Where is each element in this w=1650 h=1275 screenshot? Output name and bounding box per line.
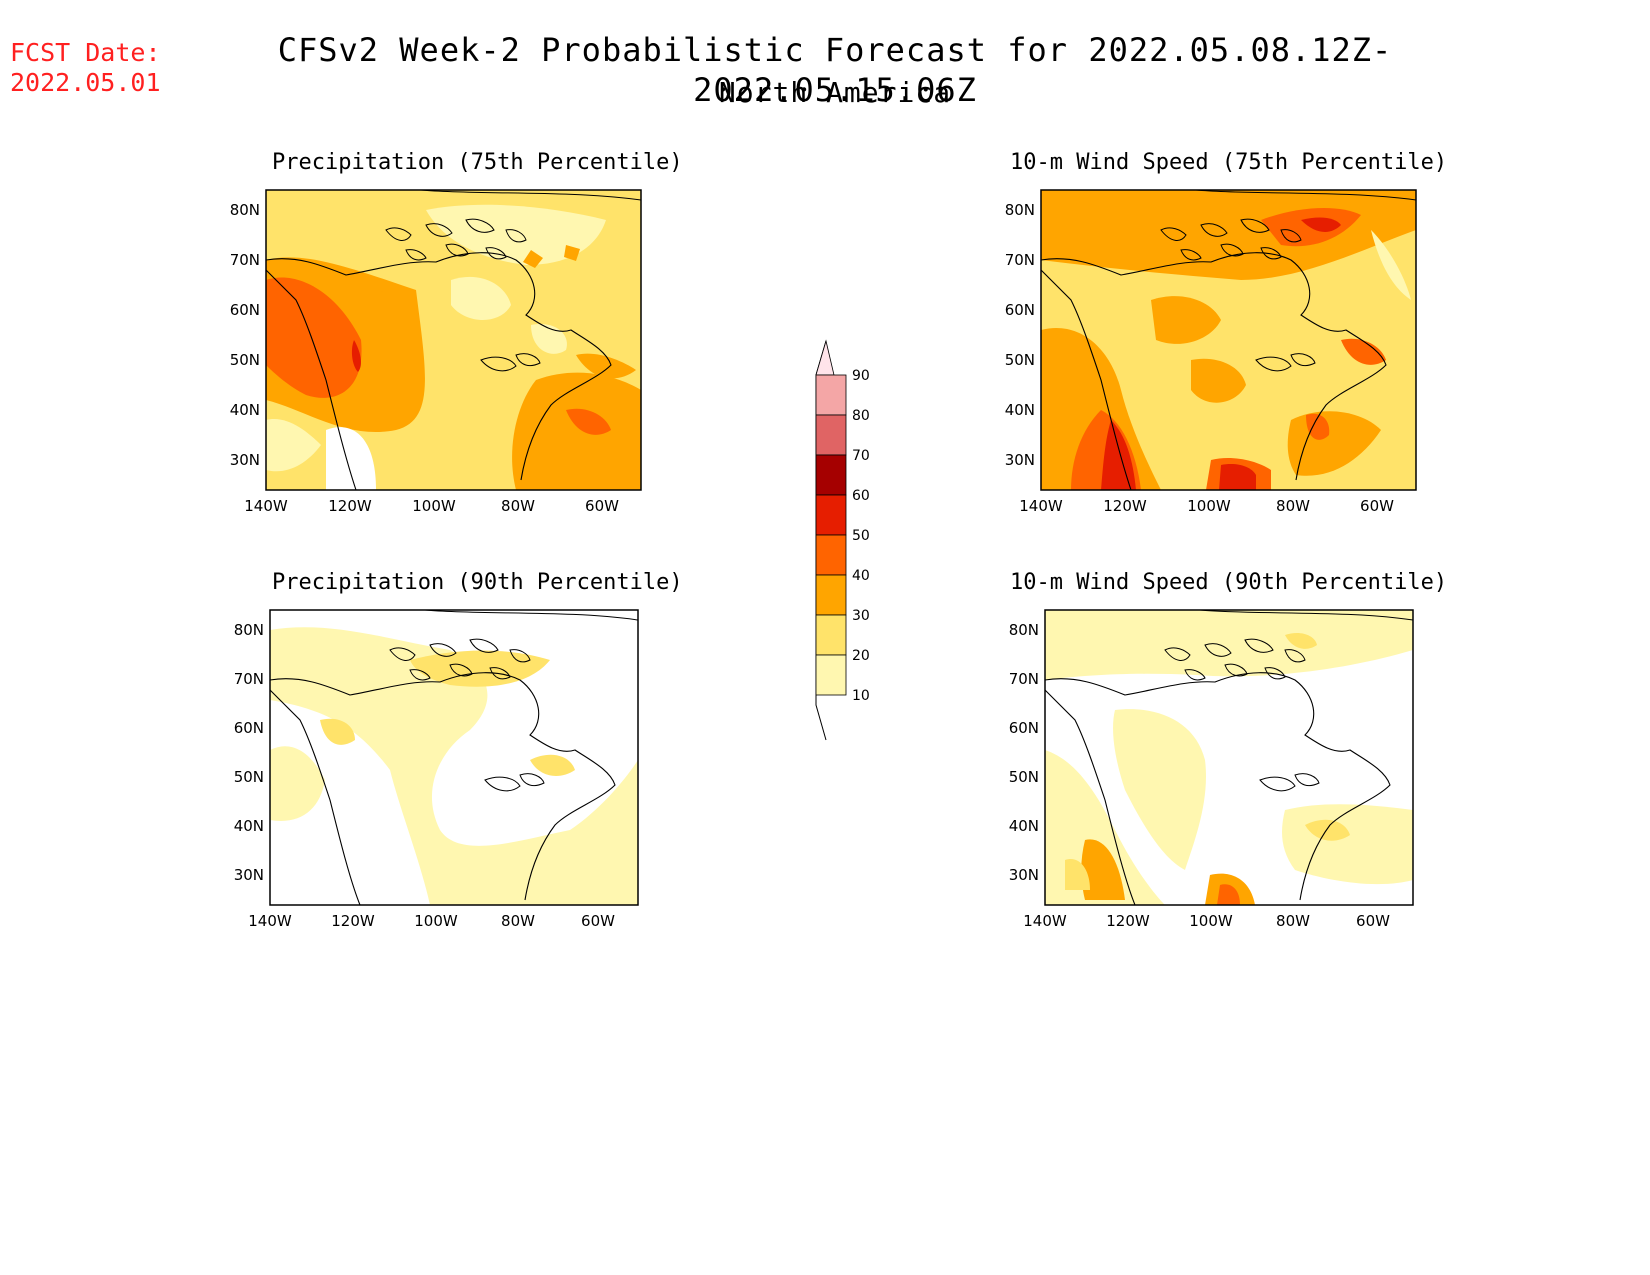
- lat-tick: 50N: [1009, 768, 1039, 786]
- colorbar-label: 40: [852, 568, 870, 584]
- colorbar-swatch: [815, 614, 847, 656]
- lon-tick: 60W: [581, 912, 615, 930]
- panel-title-wind-90: 10-m Wind Speed (90th Percentile): [1010, 570, 1448, 595]
- lat-tick: 70N: [1009, 670, 1039, 688]
- lat-tick: 60N: [1005, 301, 1035, 319]
- lat-tick: 60N: [234, 719, 264, 737]
- lat-tick: 50N: [1005, 351, 1035, 369]
- colorbar-swatch: [815, 574, 847, 616]
- colorbar-swatch: [815, 654, 847, 696]
- colorbar-swatch: [815, 454, 847, 496]
- lat-tick: 80N: [230, 201, 260, 219]
- colorbar: 90 80 70 60 50 40 30 20 10: [815, 339, 870, 741]
- colorbar-swatch: [815, 534, 847, 576]
- lon-tick: 80W: [501, 497, 535, 515]
- lat-tick: 40N: [234, 817, 264, 835]
- colorbar-label: 80: [852, 408, 870, 424]
- map-panel-wind-90: 80N 70N 60N 50N 40N 30N 140W 120W 100W 8…: [1009, 609, 1414, 930]
- lat-tick: 60N: [1009, 719, 1039, 737]
- lat-tick: 70N: [230, 251, 260, 269]
- lon-tick: 100W: [1189, 912, 1233, 930]
- lon-tick: 140W: [244, 497, 288, 515]
- lat-tick: 80N: [1005, 201, 1035, 219]
- page-title: CFSv2 Week-2 Probabilistic Forecast for …: [277, 31, 1393, 109]
- lat-tick: 70N: [234, 670, 264, 688]
- lon-tick: 120W: [331, 912, 375, 930]
- forecast-date-block: FCST Date: 2022.05.01: [10, 38, 161, 98]
- map-panel-precip-75: 80N 70N 60N 50N 40N 30N 140W 120W 100W 8…: [230, 189, 642, 515]
- colorbar-label: 10: [852, 688, 870, 704]
- lat-tick: 30N: [230, 451, 260, 469]
- lon-tick: 100W: [414, 912, 458, 930]
- lat-tick: 80N: [234, 621, 264, 639]
- panel-title-precip-90: Precipitation (90th Percentile): [272, 570, 683, 595]
- lon-tick: 60W: [1356, 912, 1390, 930]
- lat-tick: 80N: [1009, 621, 1039, 639]
- fcst-date-label: FCST Date:: [10, 38, 161, 67]
- panel-title-precip-75: Precipitation (75th Percentile): [272, 150, 683, 175]
- lon-tick: 80W: [1276, 497, 1310, 515]
- lat-tick: 40N: [230, 401, 260, 419]
- lon-tick: 120W: [328, 497, 372, 515]
- lon-tick: 120W: [1103, 497, 1147, 515]
- panel-title-wind-75: 10-m Wind Speed (75th Percentile): [1010, 150, 1448, 175]
- colorbar-swatch: [815, 414, 847, 456]
- lat-tick: 30N: [1005, 451, 1035, 469]
- lat-tick: 70N: [1005, 251, 1035, 269]
- map-panel-wind-75: 80N 70N 60N 50N 40N 30N 140W 120W 100W 8…: [1005, 189, 1417, 515]
- colorbar-swatch: [815, 494, 847, 536]
- region-subtitle: North America: [718, 76, 952, 109]
- lon-tick: 140W: [1023, 912, 1067, 930]
- lat-tick: 30N: [234, 866, 264, 884]
- colorbar-swatch: [815, 374, 847, 416]
- map-panel-precip-90: 80N 70N 60N 50N 40N 30N 140W 120W 100W 8…: [234, 609, 639, 930]
- lon-tick: 140W: [1019, 497, 1063, 515]
- lon-tick: 100W: [1187, 497, 1231, 515]
- lat-tick: 50N: [234, 768, 264, 786]
- lon-tick: 120W: [1106, 912, 1150, 930]
- lon-tick: 140W: [248, 912, 292, 930]
- colorbar-label: 60: [852, 488, 870, 504]
- colorbar-label: 30: [852, 608, 870, 624]
- lon-tick: 100W: [412, 497, 456, 515]
- lon-tick: 80W: [501, 912, 535, 930]
- lon-tick: 60W: [1360, 497, 1394, 515]
- colorbar-label: 70: [852, 448, 870, 464]
- colorbar-label: 90: [852, 368, 870, 384]
- lat-tick: 30N: [1009, 866, 1039, 884]
- lon-tick: 60W: [585, 497, 619, 515]
- lat-tick: 40N: [1009, 817, 1039, 835]
- lat-tick: 60N: [230, 301, 260, 319]
- lat-tick: 50N: [230, 351, 260, 369]
- fcst-date-value: 2022.05.01: [10, 68, 161, 97]
- colorbar-label: 50: [852, 528, 870, 544]
- lat-tick: 40N: [1005, 401, 1035, 419]
- lon-tick: 80W: [1276, 912, 1310, 930]
- colorbar-swatch: [815, 339, 835, 376]
- colorbar-label: 20: [852, 648, 870, 664]
